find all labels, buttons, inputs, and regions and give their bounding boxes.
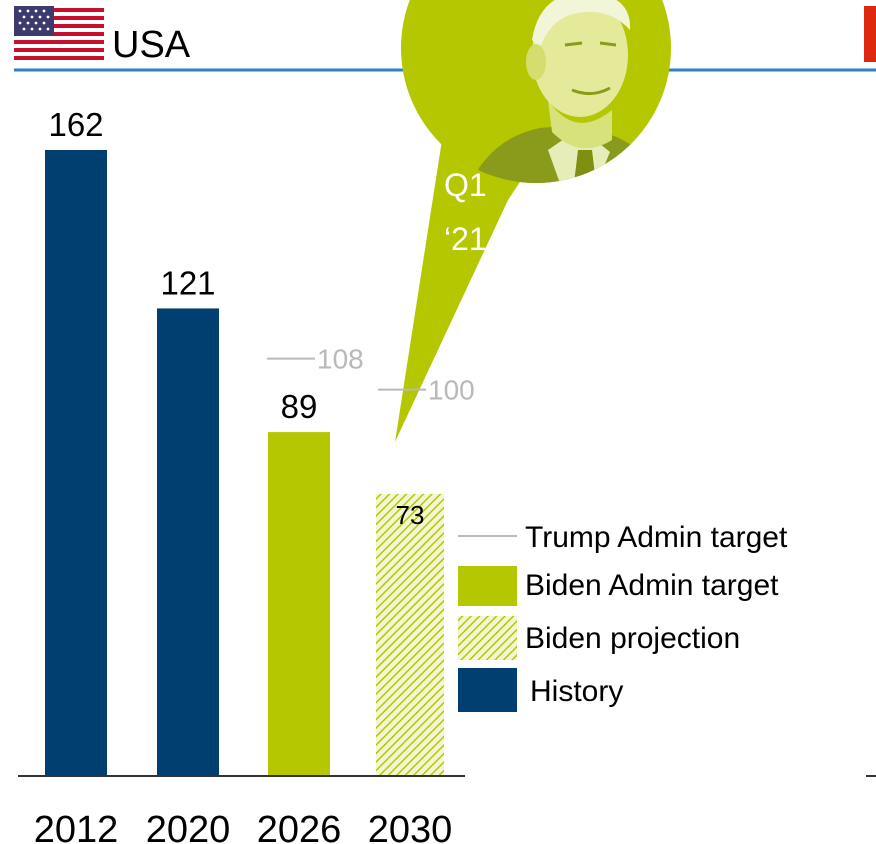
bars-group xyxy=(45,150,444,776)
value-label-2026: 89 xyxy=(281,388,318,425)
trump-target-label-2026: 108 xyxy=(317,344,364,375)
value-label-2020: 121 xyxy=(160,264,215,301)
us-flag-icon xyxy=(14,6,104,62)
callout-year: ‘21 xyxy=(444,221,487,257)
bar-2012 xyxy=(45,150,107,776)
legend-swatch-biden-target xyxy=(458,566,517,606)
panel-title: USA xyxy=(112,24,191,66)
tick-label-2012: 2012 xyxy=(34,809,119,844)
legend-swatch-history xyxy=(458,668,517,712)
legend-label-biden-target: Biden Admin target xyxy=(525,569,779,602)
tick-label-2030: 2030 xyxy=(368,809,453,844)
cn-flag-icon xyxy=(864,6,876,62)
tick-label-2026: 2026 xyxy=(257,809,342,844)
trump-target-label-2030: 100 xyxy=(428,375,475,406)
legend: Trump Admin target Biden Admin target Bi… xyxy=(458,521,788,712)
bar-2020 xyxy=(157,308,219,776)
bar-2030 xyxy=(376,493,444,776)
value-label-2030: 73 xyxy=(396,500,425,530)
callout-quarter: Q1 xyxy=(444,167,487,203)
tick-label-2020: 2020 xyxy=(146,809,231,844)
legend-label-history: History xyxy=(530,675,623,708)
legend-label-trump-target: Trump Admin target xyxy=(525,521,788,554)
legend-label-biden-projection: Biden projection xyxy=(525,622,740,655)
bar-2026 xyxy=(268,432,330,776)
value-label-2012: 162 xyxy=(48,106,103,143)
callout-tail xyxy=(395,140,548,442)
legend-swatch-biden-projection xyxy=(458,616,517,660)
